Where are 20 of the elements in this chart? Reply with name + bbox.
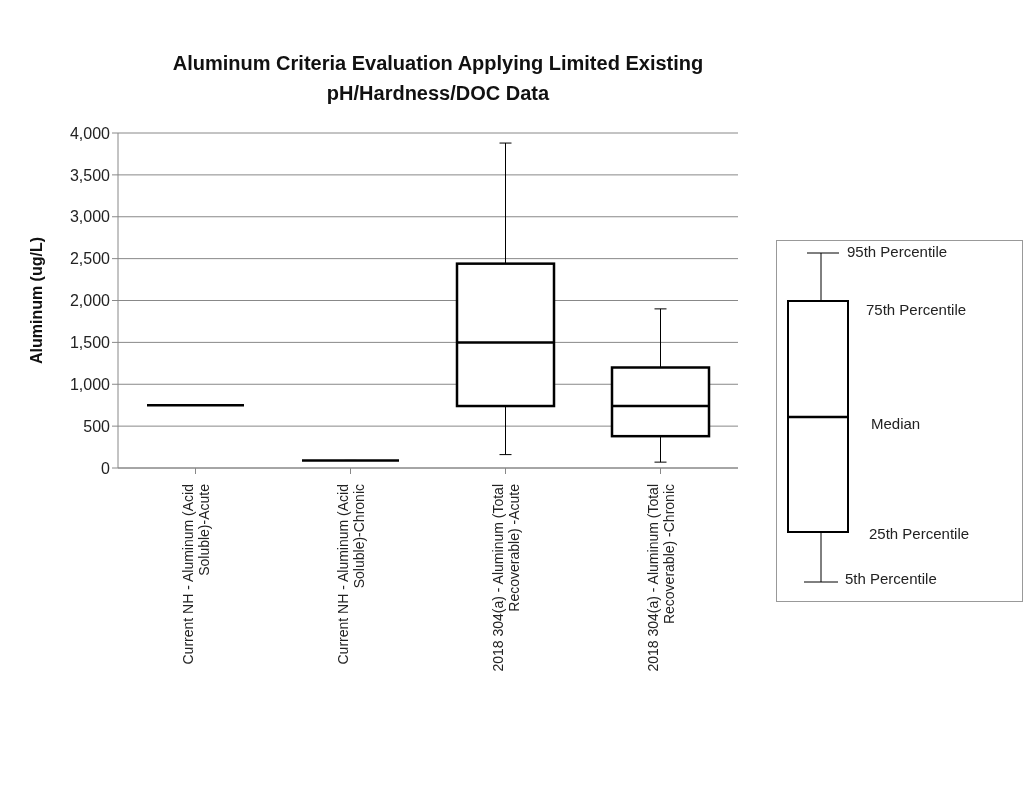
y-tick-label: 2,000 — [69, 292, 111, 310]
x-tick-label: Current NH - Aluminum (Acid Soluble)-Chronic — [334, 484, 367, 665]
y-tick-label: 2,500 — [69, 250, 111, 268]
text: 5th Percentile — [845, 569, 937, 587]
y-tick-label: 500 — [83, 417, 111, 435]
x-tick-label: 2018 304(a) - Aluminum (Total Recoverable) -Acute — [489, 483, 522, 672]
text: 75th Percentile — [866, 300, 967, 318]
y-tick-label: 1,000 — [69, 375, 111, 393]
y-tick-label: 4,000 — [69, 124, 111, 142]
text: Median — [871, 414, 921, 432]
y-tick-label: 1,500 — [69, 334, 111, 352]
text: 25th Percentile — [869, 524, 970, 542]
y-tick-label: 3,500 — [69, 166, 111, 184]
text: 95th Percentile — [847, 242, 948, 260]
x-tick-label: Current NH - Aluminum (Acid Soluble)-Acute — [179, 483, 212, 665]
y-axis-title: Aluminum (ug/L) — [27, 236, 45, 365]
chart-title: Aluminum Criteria Evaluation Applying Limited Existing pH/Hardness/DOC Data — [171, 51, 705, 106]
y-tick-label: 3,000 — [69, 208, 111, 226]
y-tick-label: 0 — [101, 459, 111, 477]
x-tick-label: 2018 304(a) - Aluminum (Total Recoverable) -Chronic — [644, 484, 677, 672]
